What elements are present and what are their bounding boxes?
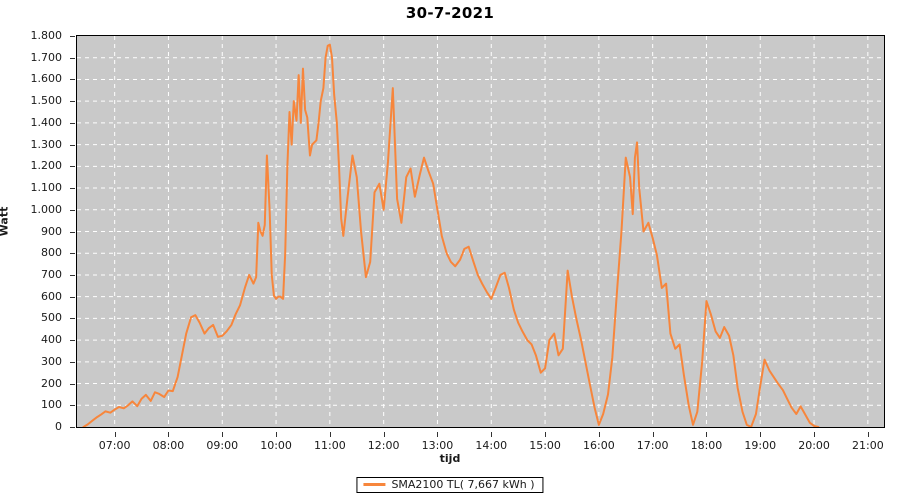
gridlines — [77, 36, 884, 427]
y-axis-tick-label: 400 — [41, 333, 62, 347]
legend-series-label: SMA2100 TL( 7,667 kWh ) — [391, 478, 535, 491]
x-axis-tick-label: 11:00 — [314, 439, 346, 452]
x-axis-tick-label: 09:00 — [206, 439, 239, 452]
x-axis-tick-mark — [276, 432, 278, 437]
x-axis-tick-label: 12:00 — [367, 439, 400, 452]
y-axis-tick-mark — [70, 166, 75, 168]
y-axis-tick-mark — [70, 57, 75, 59]
y-axis-tick-mark — [70, 405, 75, 407]
x-axis-tick-mark — [491, 432, 493, 437]
y-axis-tick-label: 0 — [55, 420, 62, 433]
x-axis-tick-mark — [168, 432, 170, 437]
y-axis-tick-mark — [70, 253, 75, 255]
x-axis-tick-label: 19:00 — [744, 439, 777, 452]
y-axis-tick-label: 700 — [41, 267, 62, 281]
x-axis-tick-mark — [329, 432, 331, 437]
x-axis-tick-label: 16:00 — [583, 439, 615, 452]
y-axis-tick-mark — [70, 188, 75, 190]
x-axis-tick-mark — [437, 432, 439, 437]
y-axis-tick-mark — [70, 296, 75, 298]
chart-plot-svg — [77, 36, 884, 427]
y-axis-tick-label: 1.100 — [30, 181, 63, 195]
y-axis-tick-mark — [70, 79, 75, 81]
data-series-group — [82, 43, 820, 427]
y-axis-tick-label: 300 — [41, 354, 62, 368]
chart-title: 30-7-2021 — [405, 4, 495, 22]
y-axis-tick-label: 1.600 — [30, 72, 63, 86]
x-axis-tick-label: 20:00 — [798, 439, 830, 452]
x-axis-tick-mark — [652, 432, 654, 437]
y-axis-tick-label: 1.000 — [30, 202, 63, 216]
x-axis-tick-mark — [222, 432, 224, 437]
y-axis-tick-mark — [70, 209, 75, 211]
x-axis-tick-label: 10:00 — [260, 439, 292, 452]
x-axis-tick-label: 07:00 — [98, 439, 131, 452]
legend-color-swatch — [363, 483, 386, 486]
data-line-sma2100-tl-7-667-kwh- — [82, 43, 820, 427]
x-axis-tick-mark — [706, 432, 708, 437]
y-axis-tick-mark — [70, 383, 75, 385]
y-axis-tick-label: 1.700 — [30, 50, 63, 64]
x-axis-tick-mark — [867, 432, 869, 437]
plot-area — [76, 35, 885, 428]
x-axis-tick-mark — [598, 432, 600, 437]
x-axis-tick-label: 08:00 — [152, 439, 185, 452]
y-axis-tick-mark — [70, 340, 75, 342]
y-axis-tick-label: 1.500 — [30, 94, 63, 108]
x-axis-tick-label: 14:00 — [475, 439, 508, 452]
y-axis-tick-label: 500 — [41, 311, 62, 325]
y-axis-tick-mark — [70, 231, 75, 233]
y-axis-tick-label: 900 — [41, 224, 62, 238]
y-axis-tick-mark — [70, 144, 75, 146]
y-axis-tick-label: 1.800 — [30, 29, 63, 42]
y-axis-tick-mark — [70, 36, 75, 37]
x-axis-tick-mark — [760, 432, 762, 437]
y-axis-tick-label: 800 — [41, 246, 62, 260]
y-axis-tick-label: 100 — [41, 398, 62, 412]
x-axis-tick-mark — [114, 432, 116, 437]
x-axis-tick-mark — [545, 432, 547, 437]
x-axis-title: tijd — [439, 452, 461, 465]
x-axis-tick-mark — [383, 432, 385, 437]
y-axis-tick-label: 1.400 — [30, 115, 63, 129]
y-axis-tick-label: 600 — [41, 289, 62, 303]
y-axis-tick-label: 1.300 — [30, 137, 63, 151]
x-axis-tick-label: 17:00 — [636, 439, 669, 452]
y-axis-tick-mark — [70, 427, 75, 428]
y-axis-tick-mark — [70, 318, 75, 320]
y-axis-tick-labels: 1.800 1.700 1.600 1.500 1.400 1.300 1.200 1.100… — [0, 30, 75, 433]
x-axis-tick-label: 21:00 — [852, 439, 884, 452]
x-axis-tick-label: 18:00 — [690, 439, 723, 452]
y-axis-tick-label: 200 — [41, 376, 62, 390]
x-axis-tick-mark — [814, 432, 816, 437]
x-axis-tick-label: 13:00 — [421, 439, 454, 452]
y-axis-tick-mark — [70, 361, 75, 363]
y-axis-tick-mark — [70, 101, 75, 103]
x-axis-tick-labels: 07:00 08:00 09:00 10:00 11:00 12:00 13:00 14:00… — [0, 432, 900, 456]
y-axis-tick-mark — [70, 122, 75, 124]
chart-legend[interactable]: SMA2100 TL( 7,667 kWh ) — [356, 477, 544, 493]
y-axis-tick-mark — [70, 274, 75, 276]
y-axis-tick-label: 1.200 — [30, 159, 63, 173]
x-axis-tick-label: 15:00 — [529, 439, 561, 452]
